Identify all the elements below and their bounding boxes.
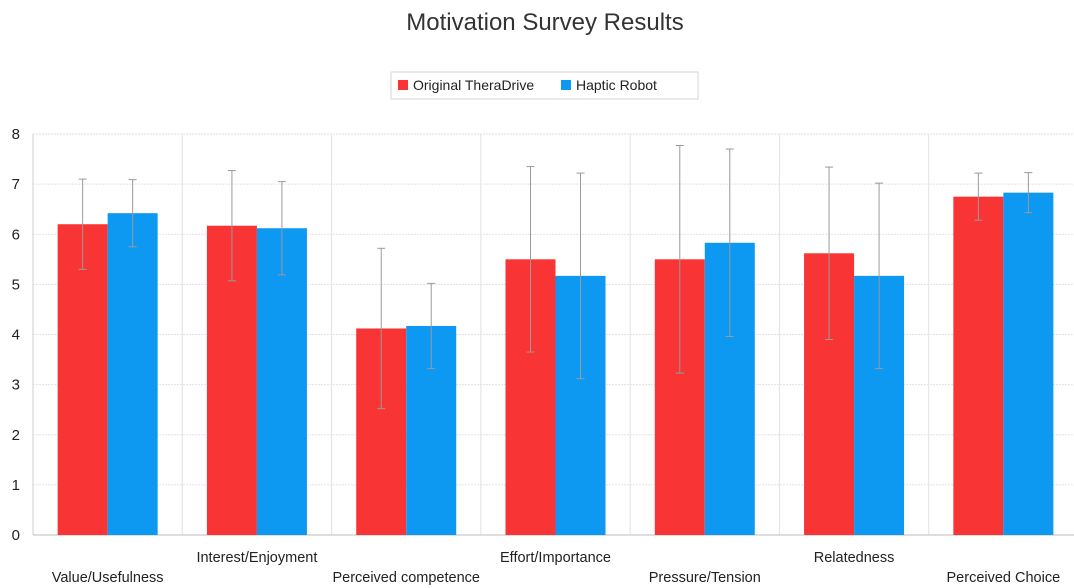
y-tick-label: 7 — [12, 176, 20, 193]
legend-swatch — [561, 80, 571, 90]
y-tick-label: 1 — [12, 477, 20, 494]
y-tick-label: 5 — [12, 276, 20, 293]
legend-swatch — [398, 80, 408, 90]
y-tick-label: 4 — [12, 327, 20, 344]
x-category-label: Perceived Choice — [947, 570, 1061, 586]
chart-title: Motivation Survey Results — [406, 9, 683, 36]
bar-original-theradrive — [57, 224, 108, 535]
y-tick-label: 8 — [12, 126, 20, 143]
y-tick-label: 0 — [12, 527, 20, 544]
bar-haptic-robot — [1003, 192, 1054, 536]
x-category-label: Interest/Enjoyment — [196, 550, 317, 566]
category-labels: Value/Usefulness Interest/Enjoyment Percei… — [52, 550, 1060, 586]
x-category-label: Pressure/Tension — [649, 570, 761, 586]
bar-haptic-robot — [107, 213, 158, 535]
error-bars — [78, 145, 1033, 410]
x-category-label: Perceived competence — [332, 570, 480, 586]
legend-label: Haptic Robot — [576, 77, 657, 93]
x-category-label: Value/Usefulness — [52, 570, 164, 586]
x-category-label: Relatedness — [814, 550, 895, 566]
y-tick-label: 2 — [12, 427, 20, 444]
legend-box — [390, 71, 699, 100]
legend: Original TheraDrive Haptic Robot — [390, 71, 699, 100]
bar-haptic-robot — [256, 228, 307, 536]
bars — [57, 192, 1054, 536]
y-tick-label: 6 — [12, 226, 20, 243]
x-category-label: Effort/Importance — [500, 550, 611, 566]
legend-label: Original TheraDrive — [413, 77, 534, 93]
bar-original-theradrive — [953, 196, 1004, 535]
y-tick-label: 3 — [12, 377, 20, 394]
